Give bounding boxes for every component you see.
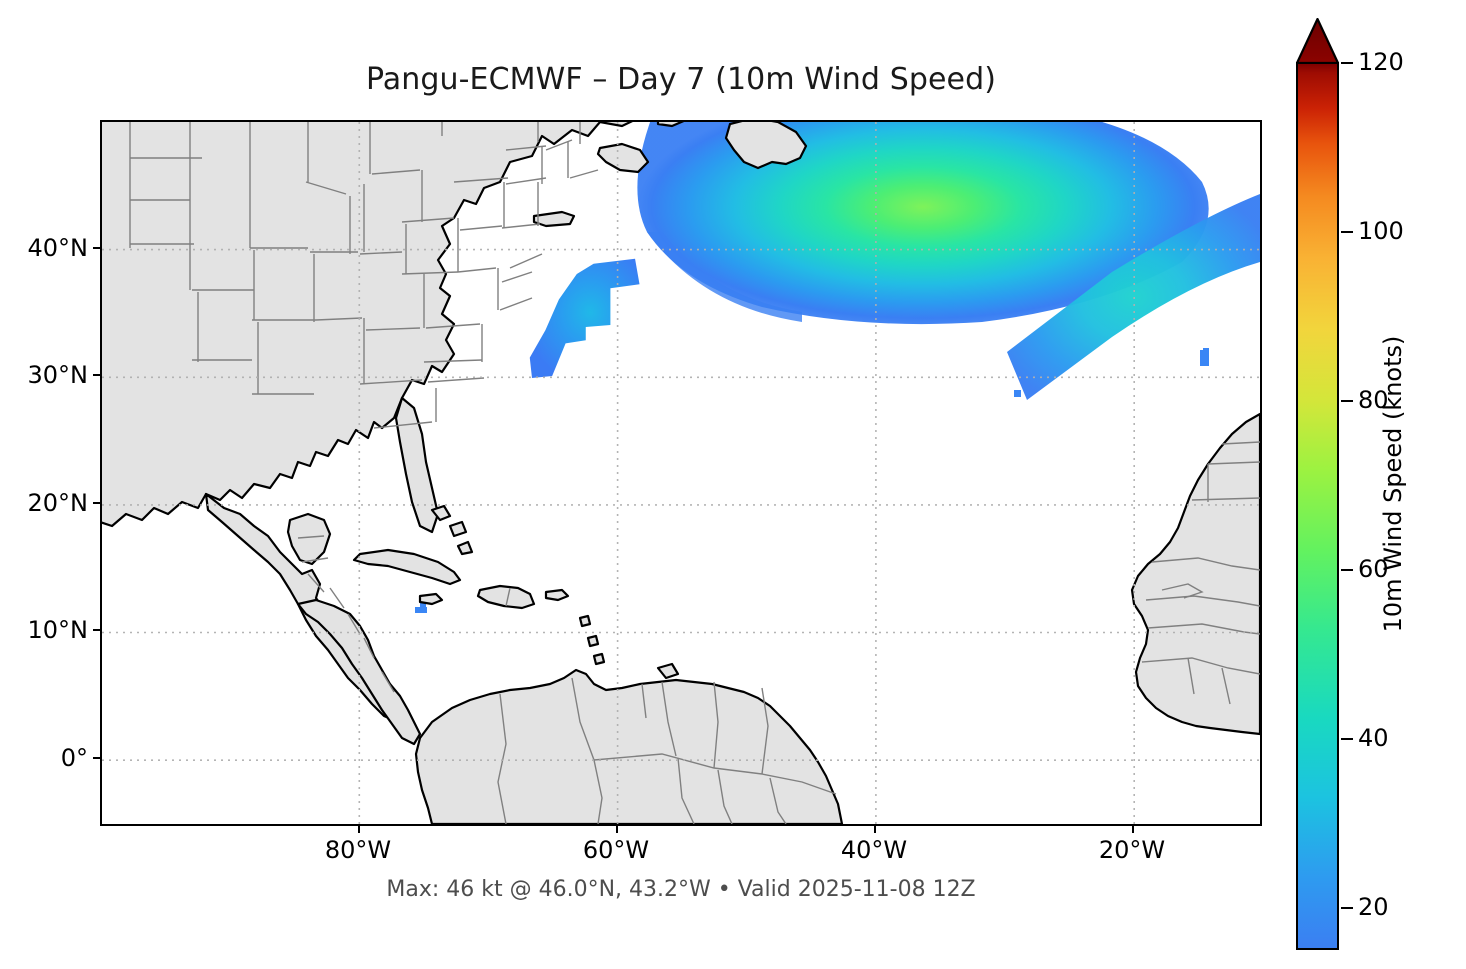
cbar-tick-20 [1341,907,1353,909]
xtick-label-20w: 20°W [1098,836,1166,864]
xtick-mark-60w [616,826,618,833]
xtick-mark-80w [358,826,360,833]
cbar-tick-100 [1341,231,1353,233]
xtick-label-80w: 80°W [324,836,392,864]
colorbar-extend-arrow [1296,18,1339,64]
cbar-tick-120 [1341,62,1353,64]
ytick-label-30: 30°N [27,361,89,389]
cbar-label-100: 100 [1358,217,1404,245]
land-polygons [102,122,1260,824]
ytick-mark-20 [93,502,100,504]
figure-subtitle: Max: 46 kt @ 46.0°N, 43.2°W • Valid 2025… [386,877,976,902]
ytick-label-0: 0° [60,744,88,772]
ytick-label-20: 20°N [27,489,89,517]
cbar-tick-40 [1341,738,1353,740]
page-title: Pangu-ECMWF – Day 7 (10m Wind Speed) [365,62,997,97]
xtick-mark-20w [1132,826,1134,833]
cbar-tick-80 [1341,400,1353,402]
cbar-label-40: 40 [1358,724,1389,752]
xtick-label-40w: 40°W [840,836,908,864]
political-borders [129,122,1260,824]
ytick-label-40: 40°N [27,234,89,262]
cbar-label-120: 120 [1358,48,1404,76]
ytick-mark-30 [93,374,100,376]
colorbar-axis-label: 10m Wind Speed (knots) [1379,335,1407,633]
map-gridlines [102,122,1260,824]
ytick-mark-10 [93,629,100,631]
xtick-mark-40w [874,826,876,833]
cbar-label-60: 60 [1358,555,1389,583]
cbar-label-20: 20 [1358,893,1389,921]
map-plot-area[interactable] [100,120,1262,826]
ytick-mark-0 [93,757,100,759]
xtick-label-60w: 60°W [582,836,650,864]
cbar-tick-60 [1341,569,1353,571]
ytick-label-10: 10°N [27,616,89,644]
cbar-label-80: 80 [1358,386,1389,414]
map-graphic [102,122,1260,824]
colorbar-gradient [1296,62,1339,950]
ytick-mark-40 [93,247,100,249]
